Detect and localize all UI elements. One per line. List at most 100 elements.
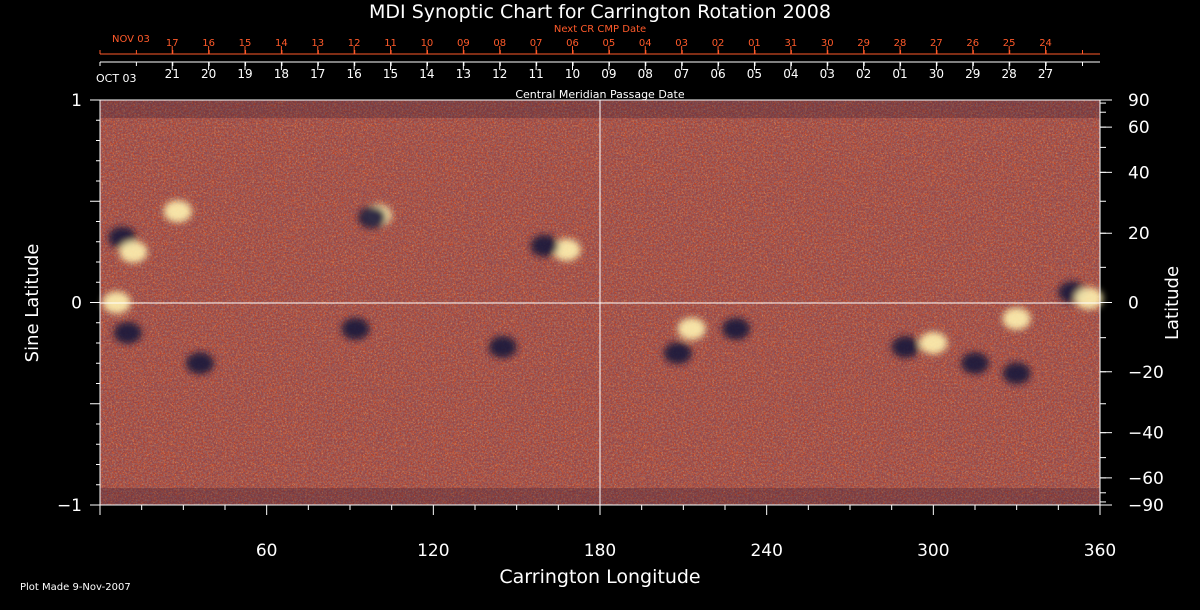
negative-active-region	[358, 206, 387, 229]
y-left-tick-label: 0	[71, 294, 82, 314]
next-cmp-axis-day-label: 13	[311, 38, 324, 49]
y-right-tick-label: 60	[1128, 118, 1150, 138]
cmp-axis-day-label: 13	[456, 67, 471, 81]
next-cmp-axis-day-label: 03	[675, 38, 688, 49]
next-cmp-axis-day-label: 07	[530, 38, 543, 49]
cmp-axis-day-label: 15	[383, 67, 398, 81]
cmp-axis-day-label: 30	[929, 67, 944, 81]
next-cmp-axis-day-label: 14	[275, 38, 288, 49]
y-axis-left-label: Sine Latitude	[22, 244, 43, 363]
cmp-axis-day-label: 07	[674, 67, 689, 81]
cmp-axis-day-label: 05	[747, 67, 762, 81]
cmp-axis-day-label: 14	[419, 67, 434, 81]
next-cmp-axis: 17 16 15 14 13 12 11 10 09 08 07 06 05 04 03 02 01 31 30 29…	[99, 38, 1100, 55]
x-axis: 60 120 180 240 300 360	[99, 504, 1116, 561]
y-right-tick-label: 40	[1128, 163, 1150, 183]
next-cmp-axis-day-label: 08	[493, 38, 506, 49]
x-tick-label: 300	[917, 541, 949, 561]
cmp-axis-day-label: 03	[820, 67, 835, 81]
plot-made-note: Plot Made 9-Nov-2007	[20, 582, 131, 593]
x-tick-label: 120	[417, 541, 449, 561]
negative-active-region	[113, 321, 142, 344]
x-axis-label: Carrington Longitude	[499, 566, 700, 588]
x-tick-label: 360	[1084, 541, 1116, 561]
cmp-axis-day-label: 20	[201, 67, 216, 81]
next-cmp-axis-day-label: 06	[566, 38, 579, 49]
cmp-axis-label: Central Meridian Passage Date	[515, 88, 684, 101]
next-cmp-axis-day-label: 10	[421, 38, 434, 49]
next-cmp-axis-day-label: 12	[348, 38, 361, 49]
next-cmp-axis-day-label: 11	[384, 38, 397, 49]
next-cmp-axis-day-label: 16	[202, 38, 215, 49]
cmp-axis-day-label: 11	[528, 67, 543, 81]
next-cmp-axis-day-label: 25	[1003, 38, 1016, 49]
y-right-tick-label: 0	[1128, 294, 1139, 314]
next-cmp-axis-day-label: 28	[894, 38, 907, 49]
negative-active-region	[663, 342, 692, 365]
y-right-tick-label: −60	[1128, 469, 1164, 489]
next-cmp-axis-day-label: 01	[748, 38, 761, 49]
next-cmp-axis-day-label: 17	[166, 38, 179, 49]
next-cmp-axis-day-label: 02	[712, 38, 725, 49]
x-tick-label: 180	[584, 541, 616, 561]
next-cmp-month-label: NOV 03	[112, 34, 150, 45]
negative-active-region	[891, 336, 920, 359]
next-cmp-axis-day-label: 15	[239, 38, 252, 49]
positive-active-region	[552, 238, 581, 261]
next-cmp-axis-day-label: 09	[457, 38, 470, 49]
negative-active-region	[341, 317, 370, 340]
negative-active-region	[186, 352, 214, 375]
cmp-axis-day-label: 18	[274, 67, 289, 81]
cmp-axis-day-label: 06	[710, 67, 725, 81]
negative-active-region	[1002, 362, 1031, 385]
positive-active-region	[919, 332, 948, 354]
cmp-axis-day-label: 28	[1002, 67, 1017, 81]
cmp-axis: 21 20 19 18 17 16 15 14 13 12 11 10 09 08 07 06 05 04 03 02…	[99, 61, 1100, 81]
y-left-tick-label: −1	[57, 496, 82, 516]
y-right-tick-label: 20	[1128, 224, 1150, 244]
cmp-axis-day-label: 08	[638, 67, 653, 81]
cmp-axis-day-label: 29	[965, 67, 980, 81]
cmp-axis-day-label: 04	[783, 67, 798, 81]
y-right-tick-label: −90	[1128, 496, 1164, 516]
cmp-axis-day-label: 10	[565, 67, 580, 81]
y-axis-left: 1 0 −1	[57, 91, 100, 516]
positive-active-region	[1074, 287, 1103, 310]
positive-active-region	[119, 240, 148, 263]
cmp-axis-day-label: 09	[601, 67, 616, 81]
y-right-tick-label: 90	[1128, 91, 1150, 111]
y-axis-right: 90 60 40 20 0 −20 −40 −60 −90	[1100, 91, 1164, 516]
positive-active-region	[1002, 307, 1031, 330]
cmp-axis-day-label: 01	[892, 67, 907, 81]
next-cmp-axis-day-label: 24	[1039, 38, 1052, 49]
cmp-axis-day-label: 27	[1038, 67, 1053, 81]
y-left-tick-label: 1	[71, 91, 82, 111]
negative-active-region	[530, 234, 559, 257]
cmp-axis-day-label: 17	[310, 67, 325, 81]
x-tick-label: 240	[750, 541, 782, 561]
cmp-axis-day-label: 19	[237, 67, 252, 81]
next-cmp-axis-day-label: 30	[821, 38, 834, 49]
positive-active-region	[677, 317, 706, 340]
next-cmp-axis-day-label: 27	[930, 38, 943, 49]
cmp-axis-day-label: 02	[856, 67, 871, 81]
positive-active-region	[163, 200, 192, 223]
cmp-axis-day-label: 21	[165, 67, 180, 81]
chart-title: MDI Synoptic Chart for Carrington Rotati…	[369, 1, 831, 23]
next-cmp-axis-day-label: 26	[966, 38, 979, 49]
next-cmp-axis-label: Next CR CMP Date	[554, 24, 646, 35]
next-cmp-axis-day-label: 31	[784, 38, 797, 49]
y-axis-right-label: Latitude	[1162, 266, 1183, 340]
negative-active-region	[961, 352, 989, 375]
next-cmp-axis-day-label: 05	[603, 38, 616, 49]
cmp-axis-day-label: 12	[492, 67, 507, 81]
next-cmp-axis-day-label: 29	[857, 38, 870, 49]
y-right-tick-label: −20	[1128, 363, 1164, 383]
negative-active-region	[488, 336, 517, 359]
next-cmp-axis-day-label: 04	[639, 38, 652, 49]
y-right-tick-label: −40	[1128, 424, 1164, 444]
cmp-axis-day-label: 16	[347, 67, 362, 81]
x-tick-label: 60	[256, 541, 278, 561]
cmp-month-label: OCT 03	[96, 72, 137, 85]
